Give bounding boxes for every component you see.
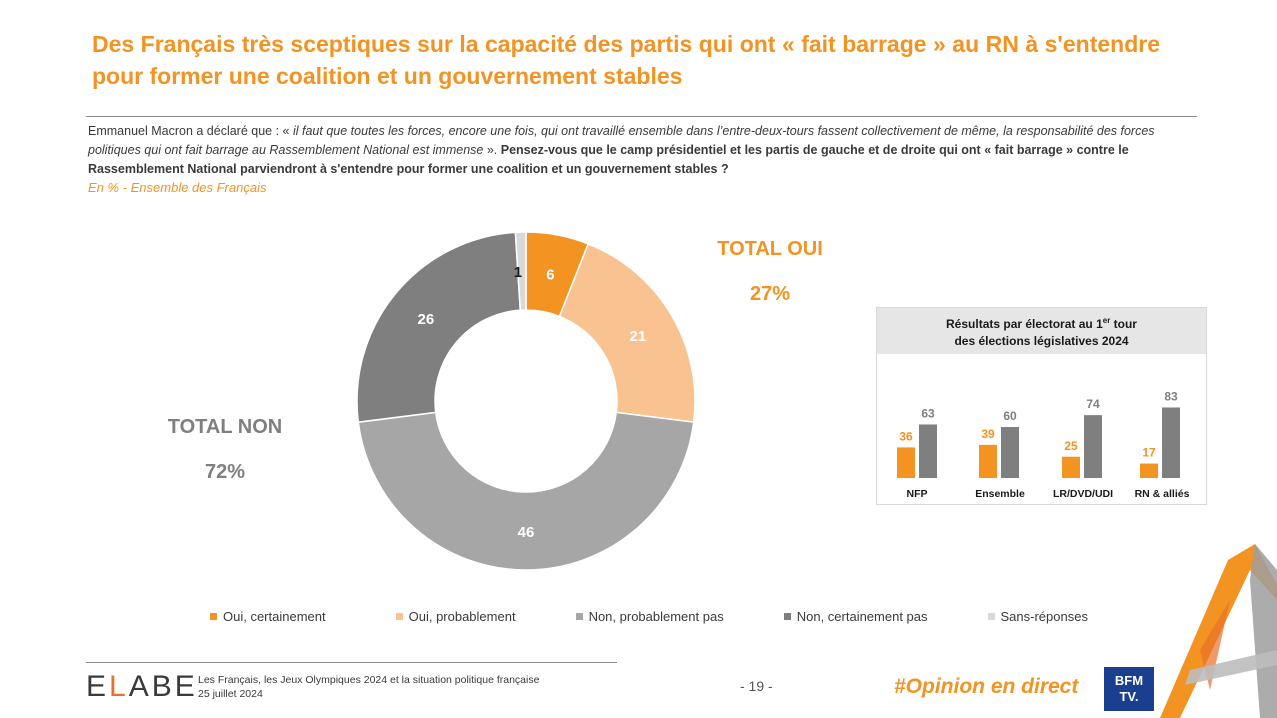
title-divider	[86, 116, 1197, 117]
donut-data-label: 6	[546, 266, 554, 283]
bfmtv-logo: BFM TV.	[1104, 667, 1154, 711]
electorate-results-header: Résultats par électorat au 1er tour des …	[877, 308, 1206, 354]
electorate-title-line1: Résultats par électorat au 1er tour	[946, 316, 1137, 331]
footer-divider	[86, 662, 617, 663]
question-bold: Pensez-vous que le camp présidentiel et …	[88, 143, 1129, 176]
donut-chart: 6 21 46 26 1	[356, 231, 696, 571]
legend-item: Non, certainement pas	[783, 609, 928, 624]
donut-data-label: 21	[630, 328, 647, 345]
electorate-bar-chart: 36 63 NFP 39 60 Ensemble 25 74 LR/DVD/UDI 17 83 RN …	[897, 389, 1190, 500]
donut-data-label: 26	[417, 311, 434, 328]
bfmtv-logo-line2: TV.	[1119, 689, 1139, 704]
donut-slice	[356, 231, 522, 424]
bar-data-label: 60	[1003, 409, 1017, 423]
donut-data-label: 1	[514, 264, 522, 281]
bar	[1162, 407, 1180, 478]
bar	[1084, 415, 1102, 478]
legend-swatch	[210, 613, 217, 620]
question-intro: Emmanuel Macron a déclaré que : «	[88, 124, 293, 138]
bar	[919, 424, 937, 478]
legend-label: Non, certainement pas	[796, 609, 928, 624]
legend-label: Oui, probablement	[408, 609, 516, 624]
page-title: Des Français très sceptiques sur la capa…	[92, 31, 1160, 89]
donut-data-label: 46	[518, 524, 535, 541]
category-tick-label: LR/DVD/UDI	[1053, 488, 1113, 500]
corner-decoration-shape	[1160, 544, 1277, 718]
category-tick-label: Ensemble	[975, 488, 1025, 500]
legend-item: Oui, certainement	[210, 609, 326, 624]
donut-slice	[558, 242, 696, 424]
bfmtv-logo-line1: BFM	[1114, 673, 1144, 688]
total-non-label: TOTAL NON	[167, 416, 283, 438]
bar	[897, 447, 915, 478]
total-oui-label: TOTAL OUI	[717, 238, 823, 260]
elabe-logo: ELABE	[86, 670, 198, 703]
legend-swatch	[783, 613, 791, 620]
bar-data-label: 25	[1064, 439, 1078, 453]
bar	[979, 444, 997, 478]
question-quote-close: ».	[483, 143, 501, 157]
total-non: TOTAL NON 72%	[150, 416, 300, 484]
legend-label: Non, probablement pas	[588, 609, 724, 624]
legend-item: Oui, probablement	[395, 609, 516, 624]
legend-label: Sans-réponses	[1000, 609, 1088, 624]
legend-swatch	[987, 613, 995, 620]
bar	[1062, 456, 1080, 478]
footer-study-info: Les Français, les Jeux Olympiques 2024 e…	[198, 673, 539, 701]
total-non-value: 72%	[204, 461, 246, 483]
electorate-results-panel: Résultats par électorat au 1er tour des …	[876, 307, 1207, 505]
legend-item: Non, probablement pas	[575, 609, 724, 624]
bar-data-label: 36	[899, 429, 913, 443]
question-quote: il faut que toutes les forces, encore un…	[88, 124, 1155, 157]
total-oui-value: 27%	[749, 283, 791, 305]
footer-study-title: Les Français, les Jeux Olympiques 2024 e…	[198, 674, 540, 686]
electorate-title-line2: des élections législatives 2024	[954, 334, 1129, 348]
donut-slice	[514, 231, 527, 311]
chart-legend: Oui, certainement Oui, probablement Non,…	[210, 609, 1088, 624]
base-subtitle: En % - Ensemble des Français	[88, 180, 267, 195]
donut-slice	[357, 411, 695, 571]
legend-swatch	[575, 613, 583, 620]
legend-label: Oui, certainement	[223, 609, 326, 624]
footer-study-date: 25 juillet 2024	[198, 688, 263, 700]
legend-swatch	[395, 613, 403, 620]
category-tick-label: RN & alliés	[1135, 488, 1190, 500]
bar	[1001, 427, 1019, 478]
bar	[1140, 463, 1158, 478]
hashtag: #Opinion en direct	[894, 675, 1079, 698]
category-tick-label: NFP	[907, 488, 928, 500]
page-number: - 19 -	[740, 678, 773, 694]
question-text: Emmanuel Macron a déclaré que : « il fau…	[88, 122, 1198, 179]
bar-data-label: 83	[1164, 389, 1178, 403]
bar-data-label: 17	[1142, 446, 1156, 460]
bar-data-label: 63	[921, 406, 935, 420]
total-oui: TOTAL OUI 27%	[700, 238, 840, 306]
bar-data-label: 39	[981, 427, 995, 441]
legend-item: Sans-réponses	[987, 609, 1088, 624]
bar-data-label: 74	[1086, 397, 1100, 411]
